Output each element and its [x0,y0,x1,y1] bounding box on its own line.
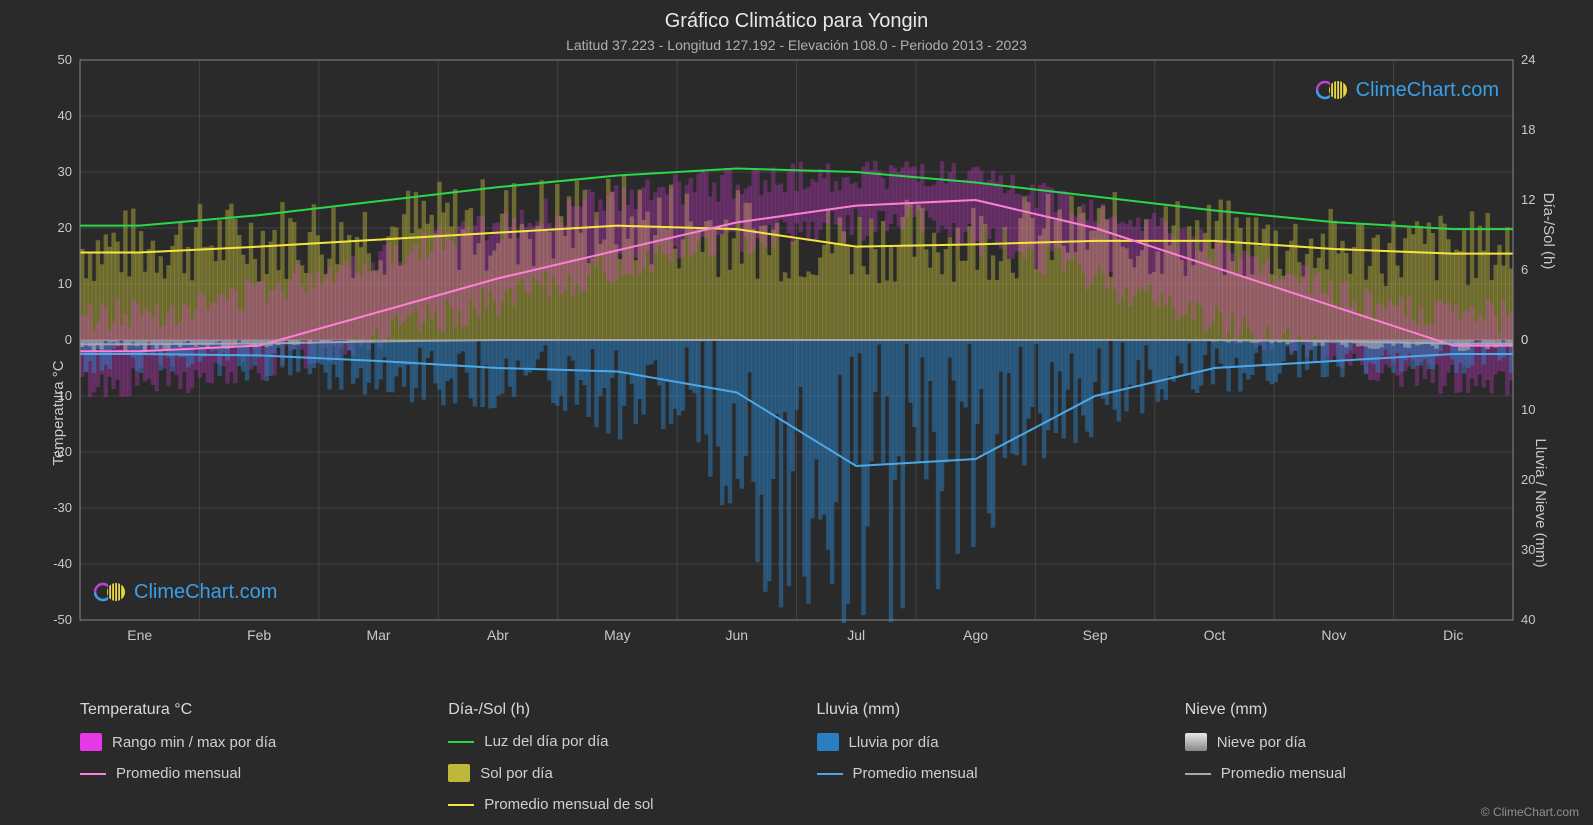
svg-text:6: 6 [1521,262,1528,277]
svg-text:Abr: Abr [487,627,509,643]
legend-item-sun: Sol por día [448,764,776,782]
svg-text:24: 24 [1521,52,1535,67]
legend-heading-snow: Nieve (mm) [1185,701,1513,719]
legend-heading-temp: Temperatura °C [80,701,408,719]
legend-item-daylight: Luz del día por día [448,733,776,750]
svg-text:-20: -20 [53,444,72,459]
svg-text:Feb: Feb [247,627,271,643]
svg-text:20: 20 [1521,472,1535,487]
svg-text:-30: -30 [53,500,72,515]
svg-text:Ene: Ene [127,627,152,643]
svg-text:Dic: Dic [1443,627,1463,643]
plot-svg: -50-40-30-20-100102030405006121824010203… [80,60,1513,620]
legend-item-snow-daily: Nieve por día [1185,733,1513,751]
swatch-temp-range [80,733,102,751]
svg-text:12: 12 [1521,192,1535,207]
svg-text:-40: -40 [53,556,72,571]
legend-col-temp: Temperatura °C Rango min / max por día P… [80,701,408,813]
legend-item-snow-avg: Promedio mensual [1185,765,1513,782]
swatch-sun [448,764,470,782]
svg-text:30: 30 [1521,542,1535,557]
y-axis-right-top-label: Día-/Sol (h) [1540,193,1557,270]
brand-logo-icon [1316,78,1350,102]
chart-title: Gráfico Climático para Yongin [0,0,1593,33]
svg-text:-10: -10 [53,388,72,403]
swatch-temp-line [80,773,106,775]
svg-text:Oct: Oct [1204,627,1226,643]
swatch-rain [817,733,839,751]
legend-heading-rain: Lluvia (mm) [817,701,1145,719]
legend-col-daysun: Día-/Sol (h) Luz del día por día Sol por… [448,701,776,813]
svg-text:Nov: Nov [1321,627,1346,643]
climate-chart: Gráfico Climático para Yongin Latitud 37… [0,0,1593,825]
brand-text: ClimeChart.com [134,581,277,604]
legend-heading-daysun: Día-/Sol (h) [448,701,776,719]
legend-item-rain-daily: Lluvia por día [817,733,1145,751]
legend: Temperatura °C Rango min / max por día P… [80,701,1513,813]
legend-col-rain: Lluvia (mm) Lluvia por día Promedio mens… [817,701,1145,813]
svg-text:-50: -50 [53,612,72,627]
brand-logo-icon [94,580,128,604]
svg-text:Sep: Sep [1083,627,1108,643]
svg-text:10: 10 [58,276,72,291]
legend-item-temp-range: Rango min / max por día [80,733,408,751]
svg-text:Jul: Jul [847,627,865,643]
plot-area: -50-40-30-20-100102030405006121824010203… [80,60,1513,620]
watermark-top: ClimeChart.com [1316,78,1499,102]
swatch-sun-avg-line [448,804,474,806]
svg-text:May: May [604,627,630,643]
watermark-bottom: ClimeChart.com [94,580,277,604]
svg-text:30: 30 [58,164,72,179]
legend-col-snow: Nieve (mm) Nieve por día Promedio mensua… [1185,701,1513,813]
svg-text:Ago: Ago [963,627,988,643]
chart-subtitle: Latitud 37.223 - Longitud 127.192 - Elev… [0,33,1593,53]
copyright-text: © ClimeChart.com [1481,805,1579,819]
swatch-snow-line [1185,773,1211,775]
legend-item-sun-avg: Promedio mensual de sol [448,796,776,813]
svg-text:40: 40 [1521,612,1535,627]
svg-text:0: 0 [1521,332,1528,347]
swatch-rain-line [817,773,843,775]
legend-item-rain-avg: Promedio mensual [817,765,1145,782]
svg-text:40: 40 [58,108,72,123]
legend-item-temp-avg: Promedio mensual [80,765,408,782]
svg-text:10: 10 [1521,402,1535,417]
brand-text: ClimeChart.com [1356,79,1499,102]
swatch-daylight-line [448,741,474,743]
svg-text:20: 20 [58,220,72,235]
swatch-snow [1185,733,1207,751]
svg-text:Mar: Mar [366,627,390,643]
svg-text:Jun: Jun [726,627,749,643]
svg-text:50: 50 [58,52,72,67]
svg-text:18: 18 [1521,122,1535,137]
svg-text:0: 0 [65,332,72,347]
